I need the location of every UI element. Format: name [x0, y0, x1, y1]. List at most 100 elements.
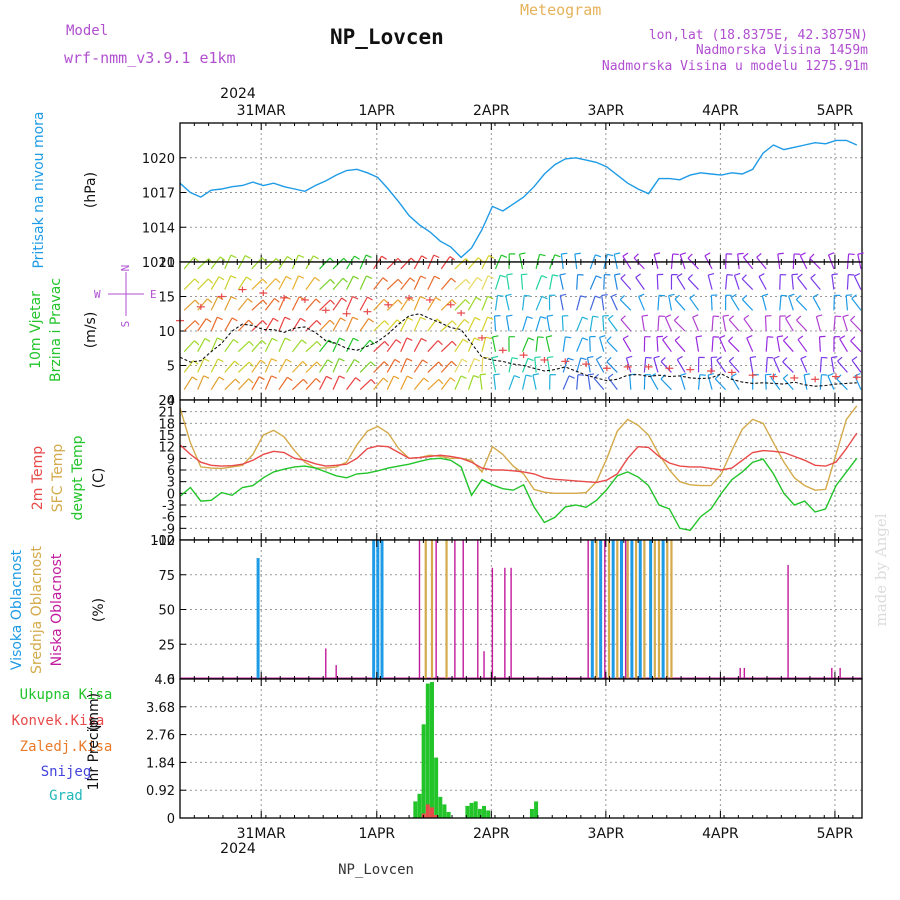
- wind-barb: [773, 358, 781, 373]
- wind-barb-flag: [809, 253, 815, 259]
- wind-barb-flag: [272, 317, 279, 322]
- wind-barb: [454, 278, 467, 291]
- wind-barb-flag: [695, 335, 703, 338]
- y-tick-label: -6: [162, 511, 175, 526]
- wind-barb: [589, 336, 591, 352]
- wind-barb-flag: [329, 319, 335, 325]
- wind-barb-flag: [327, 359, 334, 364]
- bottom-year-label: 2024: [220, 841, 256, 857]
- wind-barb: [710, 295, 713, 311]
- wind-barb-flag: [353, 359, 360, 364]
- wind-barb-flag: [851, 356, 858, 361]
- wind-barb-flag: [450, 277, 457, 283]
- wind-barb-flag: [582, 337, 589, 341]
- wind-barb-flag: [574, 252, 581, 255]
- wind-barb-flag: [406, 337, 413, 341]
- wind-barb-flag: [342, 277, 348, 283]
- wind-barb: [400, 375, 408, 390]
- high-cloud-bar: [376, 540, 380, 679]
- wind-barb-flag: [526, 316, 533, 320]
- wind-barb-flag: [505, 293, 512, 297]
- wind-barb: [440, 256, 451, 270]
- y-tick-label: 21: [158, 406, 175, 421]
- wind-barb-flag: [532, 373, 539, 376]
- wind-barb: [818, 336, 821, 352]
- wind-barb-flag: [528, 337, 535, 341]
- wind-barb-flag: [284, 316, 291, 321]
- wind-barb: [346, 377, 357, 391]
- wind-barb-flag: [592, 315, 599, 318]
- wind-barb-flag: [461, 358, 468, 363]
- wind-barb: [673, 319, 686, 332]
- wind-barb: [305, 361, 318, 373]
- wind-barb-flag: [704, 252, 711, 257]
- wind-barb-flag: [513, 375, 521, 379]
- wind-barb-flag: [248, 361, 254, 367]
- wind-barb-flag: [194, 278, 200, 284]
- wind-barb: [687, 257, 699, 270]
- wind-barb-flag: [782, 357, 788, 363]
- wind-barb: [319, 319, 331, 332]
- wind-barb-flag: [842, 314, 849, 318]
- wind-barb-flag: [620, 273, 626, 279]
- wind-barb: [812, 296, 821, 311]
- wind-barb: [454, 375, 462, 390]
- wind-panel: 0 5 10 15 20: [158, 252, 864, 409]
- wind-barb: [332, 375, 340, 390]
- total-precip-bar: [446, 811, 451, 818]
- wind-barb-flag: [248, 319, 254, 325]
- wind-barb: [332, 257, 345, 270]
- wind-barb-flag: [384, 341, 390, 347]
- wind-barb: [210, 256, 221, 270]
- wind-barb: [532, 374, 537, 390]
- wind-barb-flag: [580, 357, 587, 361]
- pressure-ylabel: Pritisak na nivou mora: [31, 111, 47, 268]
- wind-barb-flag: [730, 293, 737, 299]
- wind-barb-flag: [687, 274, 693, 280]
- panel-frame: [179, 678, 863, 819]
- wind-barb: [606, 361, 618, 373]
- wind-barb-flag: [839, 335, 846, 340]
- wind-barb-flag: [680, 372, 687, 376]
- low-cloud-bar: [491, 567, 494, 679]
- wind-barb-flag: [554, 254, 561, 258]
- mid-cloud-bar: [670, 540, 673, 679]
- wind-barb-flag: [436, 318, 442, 324]
- wind-barb: [607, 318, 618, 332]
- wind-barb-flag: [230, 275, 237, 279]
- precip-legend-item: Konvek.Kisa: [12, 713, 105, 729]
- wind-barb-flag: [719, 335, 726, 339]
- wind-barb: [850, 319, 862, 332]
- y-tick-label: 3.68: [146, 701, 175, 716]
- wind-barb-flag: [231, 317, 238, 322]
- total-precip-bar: [417, 793, 422, 818]
- wind-barb: [319, 359, 329, 373]
- wind-barb: [508, 375, 515, 390]
- mid-cloud-bar: [595, 540, 598, 679]
- wind-barb-flag: [791, 273, 798, 276]
- high-cloud-bar: [590, 540, 594, 679]
- wind-barb-flag: [302, 360, 308, 366]
- wind-barb-flag: [601, 294, 608, 297]
- wind-barb: [650, 376, 659, 390]
- wind-barb: [576, 374, 579, 390]
- wind-barb: [305, 277, 316, 290]
- wind-barb: [674, 339, 686, 353]
- wind-barb: [305, 298, 317, 311]
- wind-barb: [493, 315, 497, 332]
- wind-barb-flag: [437, 340, 443, 346]
- pressure-line: [179, 139, 858, 259]
- temp-dewpt-label: dewpt Temp: [70, 435, 86, 520]
- wind-barb-flag: [546, 335, 553, 338]
- wind-barb-flag: [524, 294, 531, 297]
- wind-barb: [413, 338, 422, 352]
- wind-barb-flag: [487, 275, 494, 279]
- compass-rose: N W E S: [94, 265, 157, 328]
- wind-barb-flag: [314, 276, 320, 282]
- wind-barb: [278, 316, 286, 332]
- wind-barb: [535, 275, 543, 290]
- wind-barb: [562, 336, 566, 352]
- wind-barb: [291, 275, 299, 290]
- wind-barb: [400, 277, 411, 290]
- precip-legend: Ukupna Kisa Konvek.Kisa Zaledj.Kisa Snijeg G…: [12, 687, 113, 804]
